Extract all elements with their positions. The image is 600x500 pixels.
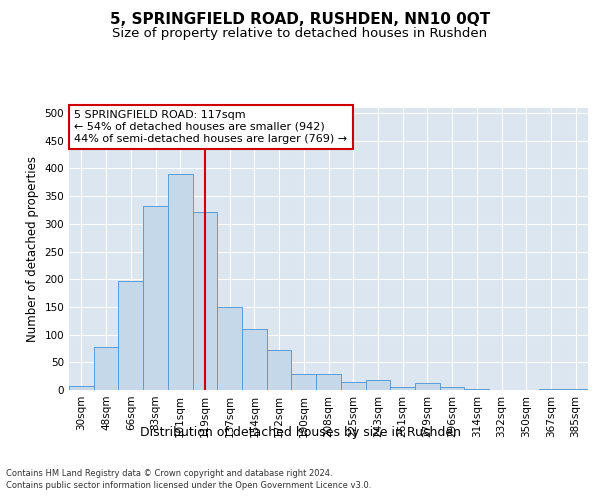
Text: Contains HM Land Registry data © Crown copyright and database right 2024.: Contains HM Land Registry data © Crown c… (6, 469, 332, 478)
Bar (267, 350, 292, 390)
Bar (464, 389, 489, 390)
Text: 5 SPRINGFIELD ROAD: 117sqm
← 54% of detached houses are smaller (942)
44% of sem: 5 SPRINGFIELD ROAD: 117sqm ← 54% of deta… (74, 110, 347, 144)
Bar (143, 206, 168, 390)
Bar (563, 389, 588, 390)
Bar (440, 387, 464, 390)
Bar (242, 329, 267, 390)
Bar (69, 386, 94, 390)
Bar (94, 347, 118, 390)
Text: Contains public sector information licensed under the Open Government Licence v3: Contains public sector information licen… (6, 481, 371, 490)
Bar (118, 281, 143, 390)
Text: 5, SPRINGFIELD ROAD, RUSHDEN, NN10 0QT: 5, SPRINGFIELD ROAD, RUSHDEN, NN10 0QT (110, 12, 490, 28)
Text: Size of property relative to detached houses in Rushden: Size of property relative to detached ho… (112, 28, 488, 40)
Bar (341, 382, 365, 390)
Bar (316, 374, 341, 390)
Text: Distribution of detached houses by size in Rushden: Distribution of detached houses by size … (139, 426, 461, 439)
Bar (415, 384, 440, 390)
Y-axis label: Number of detached properties: Number of detached properties (26, 156, 39, 342)
Bar (539, 389, 563, 390)
Bar (292, 374, 316, 390)
Bar (217, 307, 242, 390)
Bar (193, 212, 217, 390)
Bar (390, 387, 415, 390)
Bar (168, 174, 193, 390)
Bar (365, 380, 390, 390)
